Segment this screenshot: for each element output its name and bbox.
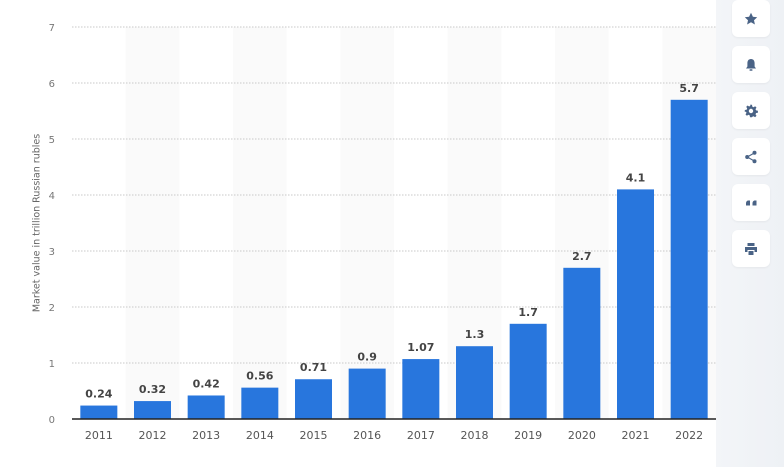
data-label: 0.9: [357, 351, 377, 364]
data-label: 5.7: [679, 82, 699, 95]
bar-2018: [456, 346, 493, 419]
bar-2013: [187, 395, 225, 419]
cite-button[interactable]: [732, 184, 770, 221]
x-tick-label: 2012: [139, 429, 167, 442]
settings-button[interactable]: [732, 92, 770, 129]
bar-2016: [348, 368, 386, 419]
y-tick-label: 0: [49, 415, 55, 426]
y-axis-label: Market value in trillion Russian rubles: [31, 133, 43, 313]
y-tick-label: 2: [49, 303, 55, 314]
data-label: 2.7: [572, 250, 592, 263]
bar-chart: 0 1 2 3 4 5 6 7 0.24 2011 0.32 2012 0.42 2013 0.56 2014…: [49, 23, 716, 442]
x-tick-label: 2021: [622, 429, 650, 442]
bar-2014: [241, 387, 279, 419]
x-tick-label: 2011: [85, 429, 113, 442]
y-tick-label: 3: [49, 247, 55, 258]
gear-icon: [744, 104, 758, 117]
favorite-button[interactable]: [732, 0, 770, 37]
x-tick-label: 2019: [514, 429, 542, 442]
bar-2015: [295, 379, 332, 419]
y-tick-label: 6: [49, 79, 55, 90]
print-icon: [745, 242, 757, 255]
x-tick-label: 2016: [353, 429, 381, 442]
bar-2011: [80, 405, 118, 419]
data-label: 0.32: [139, 383, 166, 396]
bar-2019: [509, 323, 547, 419]
y-tick-label: 1: [49, 359, 55, 370]
x-tick-label: 2018: [461, 429, 489, 442]
star-icon: [744, 12, 758, 24]
background-band: [125, 27, 180, 419]
notification-button[interactable]: [732, 46, 770, 83]
share-icon: [745, 150, 757, 163]
share-button[interactable]: [732, 138, 770, 175]
data-label: 1.07: [407, 341, 434, 354]
y-tick-label: 7: [49, 23, 55, 34]
x-tick-label: 2014: [246, 429, 274, 442]
toolbar-sidebar: [716, 0, 784, 467]
x-tick-label: 2020: [568, 429, 596, 442]
data-label: 0.56: [246, 370, 273, 383]
bar-2020: [563, 267, 601, 419]
data-label: 1.3: [465, 328, 485, 341]
print-button[interactable]: [732, 230, 770, 267]
x-tick-label: 2013: [192, 429, 220, 442]
bar-2022: [670, 99, 708, 420]
y-tick-label: 5: [49, 135, 55, 146]
bar-2017: [402, 359, 440, 419]
y-tick-label: 4: [49, 191, 55, 202]
background-band: [233, 27, 287, 419]
data-label: 1.7: [518, 306, 538, 319]
x-tick-label: 2022: [675, 429, 703, 442]
bar-2021: [617, 189, 654, 419]
data-label: 4.1: [626, 171, 646, 184]
x-tick-label: 2015: [300, 429, 328, 442]
background-band: [340, 27, 394, 419]
bar-2012: [134, 401, 171, 419]
data-label: 0.71: [300, 361, 327, 374]
quote-icon: [745, 200, 757, 205]
data-label: 0.24: [85, 388, 112, 401]
x-tick-label: 2017: [407, 429, 435, 442]
data-label: 0.42: [193, 377, 220, 390]
bell-icon: [746, 58, 756, 71]
